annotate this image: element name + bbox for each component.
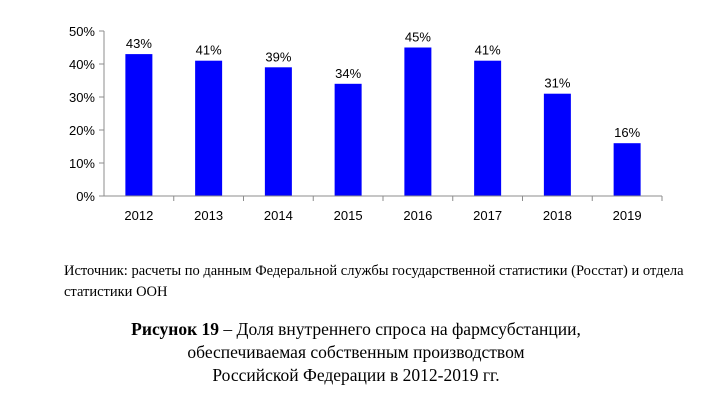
bar <box>404 47 432 196</box>
y-tick-label: 20% <box>69 123 95 138</box>
x-tick-label: 2019 <box>613 208 642 223</box>
y-tick-label: 30% <box>69 90 95 105</box>
bar-chart: 0% 10% 20% 30% 40% 50% 43% 41% 39% 34% 45% 41% 31% 1… <box>69 24 663 223</box>
x-tick-label: 2015 <box>334 208 363 223</box>
data-label: 41% <box>475 43 501 58</box>
y-tick-label: 10% <box>69 156 95 171</box>
y-axis: 0% 10% 20% 30% 40% 50% <box>69 24 105 204</box>
bar <box>334 83 362 196</box>
figure-caption: Рисунок 19 – Доля внутреннего спроса на … <box>0 318 712 387</box>
bar <box>125 54 153 196</box>
bar <box>613 143 641 196</box>
bar <box>195 60 223 197</box>
caption-label: Рисунок 19 <box>131 319 220 339</box>
data-label: 31% <box>544 76 570 91</box>
x-tick-label: 2014 <box>264 208 293 223</box>
data-label: 39% <box>265 49 291 64</box>
caption-text-1: – Доля внутреннего спроса на фармсубстан… <box>219 319 581 339</box>
data-label: 45% <box>405 30 431 45</box>
caption-line-1: Рисунок 19 – Доля внутреннего спроса на … <box>0 318 712 341</box>
y-tick-label: 0% <box>76 189 95 204</box>
bar <box>264 67 292 196</box>
x-tick-label: 2012 <box>124 208 153 223</box>
data-label: 34% <box>335 66 361 81</box>
y-tick-label: 40% <box>69 57 95 72</box>
data-label: 16% <box>614 125 640 140</box>
bars: 43% 41% 39% 34% 45% 41% 31% 16% <box>125 30 641 197</box>
data-label: 41% <box>196 43 222 58</box>
x-tick-label: 2018 <box>543 208 572 223</box>
x-tick-label: 2013 <box>194 208 223 223</box>
x-tick-label: 2016 <box>403 208 432 223</box>
source-note: Источник: расчеты по данным Федеральной … <box>64 263 684 300</box>
bar <box>543 93 571 196</box>
data-label: 43% <box>126 36 152 51</box>
y-tick-label: 50% <box>69 24 95 39</box>
bar <box>474 60 502 197</box>
x-tick-label: 2017 <box>473 208 502 223</box>
x-axis: 2012 2013 2014 2015 2016 2017 2018 2019 <box>104 195 663 223</box>
caption-line-3: Российской Федерации в 2012-2019 гг. <box>212 365 500 385</box>
caption-line-2: обеспечиваемая собственным производством <box>187 342 525 362</box>
